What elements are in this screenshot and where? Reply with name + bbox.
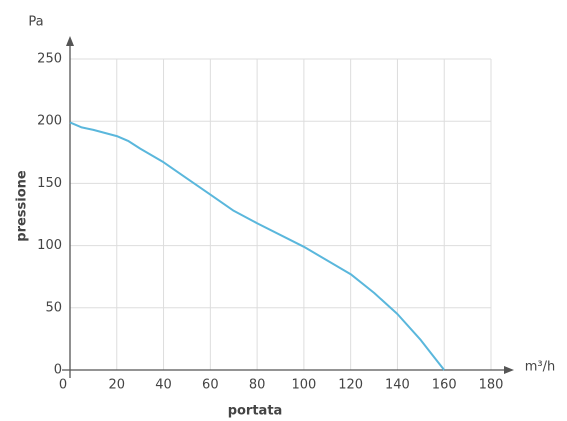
y-axis-arrow <box>66 36 74 46</box>
x-tick-label: 120 <box>338 378 363 393</box>
line-series <box>69 121 445 371</box>
x-axis-label: portata <box>228 404 283 419</box>
y-tick-label: 150 <box>37 176 62 191</box>
x-tick-label: 0 <box>59 378 67 393</box>
y-tick-label: 200 <box>37 114 62 129</box>
y-tick-label: 250 <box>37 52 62 67</box>
y-tick-label: 0 <box>54 363 62 378</box>
y-unit: Pa <box>28 15 43 30</box>
x-tick-label: 80 <box>249 378 266 393</box>
y-tick-label: 50 <box>45 300 62 315</box>
x-tick-label: 160 <box>432 378 457 393</box>
x-tick-label: 140 <box>385 378 410 393</box>
x-tick-label: 100 <box>291 378 316 393</box>
x-tick-label: 180 <box>479 378 504 393</box>
x-axis-arrow <box>504 366 514 374</box>
y-tick-label: 100 <box>37 238 62 253</box>
x-unit: m³/h <box>525 360 556 375</box>
x-tick-label: 40 <box>155 378 172 393</box>
y-axis-label: pressione <box>15 170 30 242</box>
x-tick-label: 60 <box>202 378 219 393</box>
x-tick-label: 20 <box>109 378 126 393</box>
